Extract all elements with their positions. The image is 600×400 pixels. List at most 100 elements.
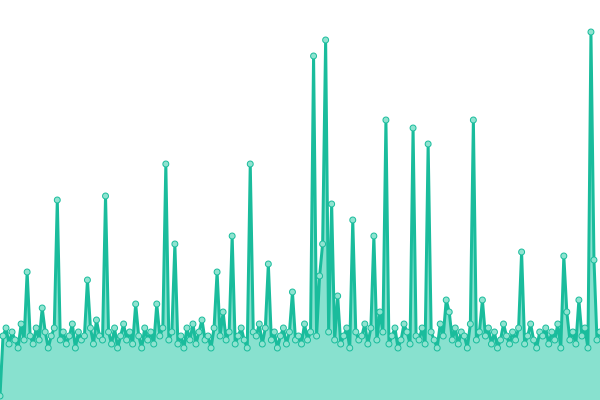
data-point-6 — [14, 344, 22, 352]
data-point-122 — [364, 340, 372, 348]
data-point-183 — [548, 328, 556, 336]
data-point-103 — [307, 328, 315, 336]
data-point-123 — [367, 324, 375, 332]
data-point-192 — [575, 296, 583, 304]
data-point-104 — [310, 52, 318, 60]
data-point-155 — [463, 344, 471, 352]
data-point-50 — [147, 328, 155, 336]
data-point-176 — [527, 320, 535, 328]
data-point-35 — [102, 192, 110, 200]
data-point-113 — [337, 340, 345, 348]
data-point-57 — [168, 328, 176, 336]
data-point-129 — [385, 340, 393, 348]
data-point-22 — [62, 340, 70, 348]
data-point-198 — [593, 336, 600, 344]
data-point-39 — [114, 344, 122, 352]
data-point-7 — [17, 320, 25, 328]
data-point-97 — [288, 288, 296, 296]
data-point-56 — [165, 336, 173, 344]
data-point-70 — [207, 344, 215, 352]
data-point-108 — [322, 36, 330, 44]
data-point-141 — [421, 340, 429, 348]
data-point-171 — [512, 336, 520, 344]
data-point-188 — [563, 308, 571, 316]
data-point-145 — [433, 344, 441, 352]
data-point-118 — [352, 328, 360, 336]
data-point-47 — [138, 344, 146, 352]
data-point-63 — [186, 336, 194, 344]
data-point-36 — [105, 328, 113, 336]
data-point-109 — [325, 328, 333, 336]
data-point-197 — [590, 256, 598, 264]
data-point-44 — [129, 340, 137, 348]
data-point-79 — [234, 332, 242, 340]
data-point-163 — [487, 340, 495, 348]
data-point-11 — [29, 340, 37, 348]
data-point-89 — [264, 260, 272, 268]
data-point-5 — [11, 336, 19, 344]
data-point-94 — [279, 324, 287, 332]
data-point-121 — [361, 320, 369, 328]
data-point-65 — [192, 340, 200, 348]
data-point-85 — [252, 332, 260, 340]
data-point-92 — [273, 344, 281, 352]
data-point-174 — [521, 340, 529, 348]
data-points — [0, 28, 600, 400]
data-point-14 — [38, 304, 46, 312]
data-point-75 — [222, 336, 230, 344]
data-point-15 — [41, 328, 49, 336]
data-point-40 — [117, 332, 125, 340]
data-point-100 — [298, 340, 306, 348]
data-point-134 — [400, 320, 408, 328]
data-point-46 — [135, 332, 143, 340]
data-point-137 — [409, 124, 417, 132]
data-point-128 — [382, 116, 390, 124]
data-point-38 — [111, 324, 119, 332]
data-point-165 — [493, 344, 501, 352]
data-point-159 — [475, 328, 483, 336]
data-point-67 — [198, 316, 206, 324]
data-point-43 — [126, 328, 134, 336]
data-point-8 — [20, 336, 28, 344]
data-point-86 — [255, 320, 263, 328]
data-point-133 — [397, 336, 405, 344]
data-point-120 — [358, 332, 366, 340]
data-point-101 — [301, 320, 309, 328]
data-point-59 — [174, 340, 182, 348]
data-point-146 — [436, 320, 444, 328]
data-point-162 — [484, 324, 492, 332]
data-point-78 — [231, 340, 239, 348]
data-point-157 — [469, 116, 477, 124]
data-point-116 — [346, 344, 354, 352]
data-point-189 — [566, 336, 574, 344]
data-point-45 — [132, 300, 140, 308]
data-point-10 — [26, 332, 34, 340]
data-point-182 — [545, 340, 553, 348]
data-point-111 — [331, 336, 339, 344]
data-point-102 — [304, 336, 312, 344]
data-point-187 — [560, 252, 568, 260]
data-point-1 — [0, 332, 7, 340]
data-point-80 — [237, 324, 245, 332]
data-point-28 — [80, 332, 88, 340]
data-point-132 — [394, 344, 402, 352]
data-point-143 — [427, 328, 435, 336]
data-point-73 — [216, 332, 224, 340]
data-point-117 — [349, 216, 357, 224]
data-point-148 — [442, 296, 450, 304]
data-point-144 — [430, 336, 438, 344]
data-point-88 — [261, 324, 269, 332]
data-point-135 — [403, 328, 411, 336]
data-point-154 — [460, 332, 468, 340]
data-point-69 — [204, 332, 212, 340]
data-point-199 — [596, 328, 600, 336]
series-area — [0, 32, 600, 400]
data-point-16 — [44, 344, 52, 352]
data-point-167 — [500, 320, 508, 328]
data-point-147 — [439, 332, 447, 340]
data-point-49 — [144, 336, 152, 344]
data-point-91 — [270, 328, 278, 336]
data-point-52 — [153, 300, 161, 308]
data-point-125 — [373, 336, 381, 344]
